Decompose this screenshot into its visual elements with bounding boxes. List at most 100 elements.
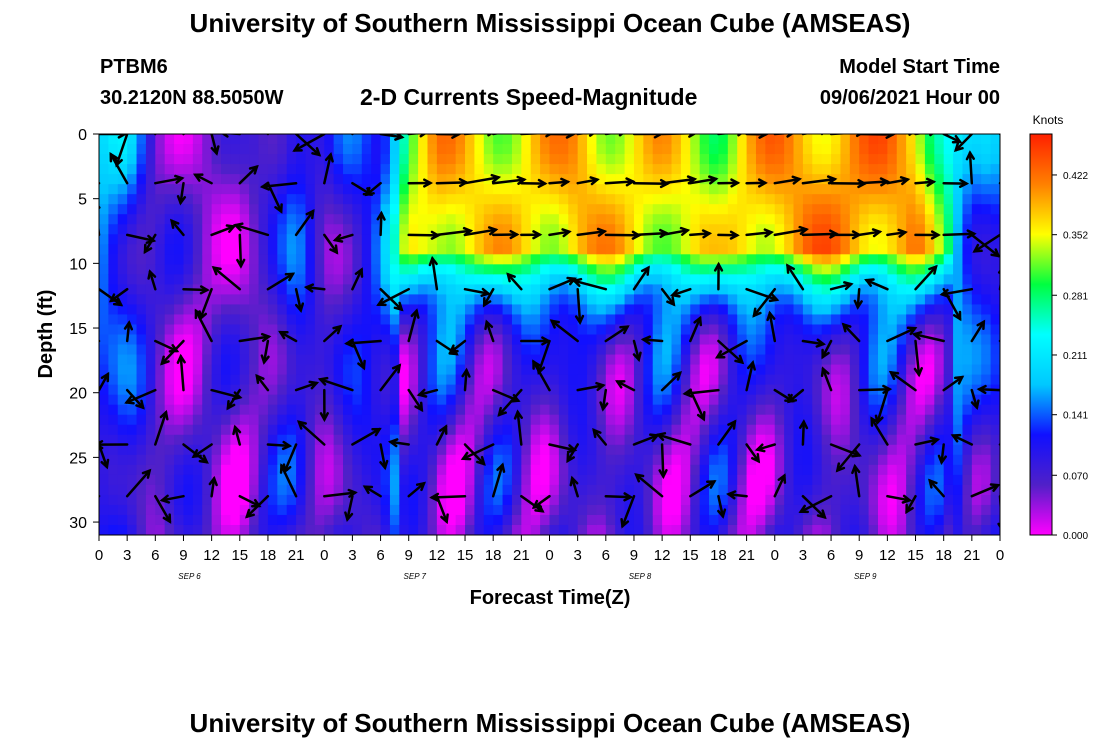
heatmap-cell — [455, 514, 466, 526]
heatmap-cell — [802, 474, 813, 486]
heatmap-cell — [343, 384, 354, 396]
heatmap-cell — [174, 524, 185, 535]
heatmap-cell — [474, 204, 485, 215]
heatmap-cell — [192, 144, 203, 155]
heatmap-cell — [145, 214, 156, 225]
heatmap-cell — [812, 174, 823, 185]
heatmap-cell — [230, 454, 241, 466]
heatmap-cell — [859, 364, 870, 376]
heatmap-cell — [868, 344, 879, 356]
model-start-label: Model Start Time — [839, 56, 1000, 78]
heatmap-cell — [258, 364, 269, 376]
heatmap-cell — [183, 304, 194, 316]
heatmap-cell — [521, 164, 532, 175]
heatmap-cell — [774, 444, 785, 456]
heatmap-cell — [296, 524, 307, 535]
heatmap-cell — [662, 234, 673, 245]
heatmap-cell — [596, 214, 607, 225]
heatmap-cell — [643, 464, 654, 476]
heatmap-cell — [296, 414, 307, 426]
heatmap-cell — [718, 454, 729, 466]
heatmap-cell — [192, 194, 203, 205]
heatmap-cell — [568, 454, 579, 466]
heatmap-cell — [671, 374, 682, 386]
heatmap-cell — [408, 404, 419, 416]
heatmap-cell — [371, 504, 382, 516]
heatmap-cell — [558, 504, 569, 516]
heatmap-cell — [305, 354, 316, 366]
heatmap-cell — [333, 334, 344, 346]
heatmap-cell — [587, 414, 598, 426]
heatmap-cell — [436, 184, 447, 195]
heatmap-cell — [859, 274, 870, 285]
current-arrow — [886, 326, 918, 343]
heatmap-cell — [755, 384, 766, 396]
heatmap-cell — [699, 364, 710, 376]
heatmap-cell — [765, 274, 776, 285]
heatmap-cell — [427, 334, 438, 346]
heatmap-cell — [718, 524, 729, 535]
heatmap-cell — [709, 434, 720, 446]
heatmap-cell — [305, 134, 316, 145]
heatmap-cell — [352, 444, 363, 456]
heatmap-cell — [652, 284, 663, 296]
heatmap-cell — [455, 344, 466, 356]
heatmap-cell — [793, 184, 804, 195]
heatmap-cell — [164, 254, 175, 265]
heatmap-cell — [662, 324, 673, 336]
current-arrow — [752, 287, 777, 318]
heatmap-cell — [746, 404, 757, 416]
heatmap-cell — [540, 524, 551, 535]
heatmap-cell — [765, 134, 776, 145]
heatmap-cell — [887, 354, 898, 366]
heatmap-cell — [755, 264, 766, 275]
heatmap-cell — [821, 314, 832, 326]
heatmap-cell — [652, 194, 663, 205]
heatmap-cell — [380, 424, 391, 436]
heatmap-cell — [333, 134, 344, 145]
current-arrow — [998, 181, 1000, 185]
heatmap-cell — [849, 504, 860, 516]
heatmap-cell — [502, 334, 513, 346]
current-arrow — [660, 134, 697, 138]
heatmap-cell — [849, 484, 860, 496]
heatmap-cell — [737, 144, 748, 155]
heatmap-cell — [418, 134, 429, 145]
heatmap-cell — [793, 204, 804, 215]
heatmap-cell — [99, 434, 109, 446]
heatmap-cell — [709, 164, 720, 175]
heatmap-cell — [868, 304, 879, 316]
heatmap-cell — [371, 294, 382, 306]
heatmap-cell — [249, 424, 260, 436]
heatmap-cell — [483, 424, 494, 436]
heatmap-cell — [774, 184, 785, 195]
heatmap-cell — [145, 134, 156, 145]
heatmap-cell — [859, 454, 870, 466]
x-tick-label: 12 — [203, 547, 220, 564]
heatmap-cell — [136, 444, 147, 456]
heatmap-cell — [427, 144, 438, 155]
heatmap-cell — [183, 424, 194, 436]
heatmap-cell — [633, 434, 644, 446]
heatmap-cell — [755, 414, 766, 426]
heatmap-cell — [277, 394, 288, 406]
heatmap-cell — [680, 324, 691, 336]
heatmap-cell — [352, 404, 363, 416]
heatmap-cell — [953, 194, 964, 205]
heatmap-cell — [277, 354, 288, 366]
heatmap-cell — [802, 334, 813, 346]
heatmap-cell — [511, 264, 522, 275]
heatmap-cell — [324, 244, 335, 255]
heatmap-cell — [755, 504, 766, 516]
heatmap-cell — [915, 204, 926, 215]
heatmap-cell — [164, 184, 175, 195]
heatmap-cell — [155, 364, 166, 376]
heatmap-cell — [249, 264, 260, 275]
heatmap-cell — [502, 404, 513, 416]
heatmap-cell — [286, 324, 297, 336]
heatmap-cell — [108, 514, 119, 526]
heatmap-cell — [971, 254, 982, 265]
heatmap-cell — [877, 344, 888, 356]
heatmap-cell — [971, 184, 982, 195]
heatmap-cell — [267, 174, 278, 185]
